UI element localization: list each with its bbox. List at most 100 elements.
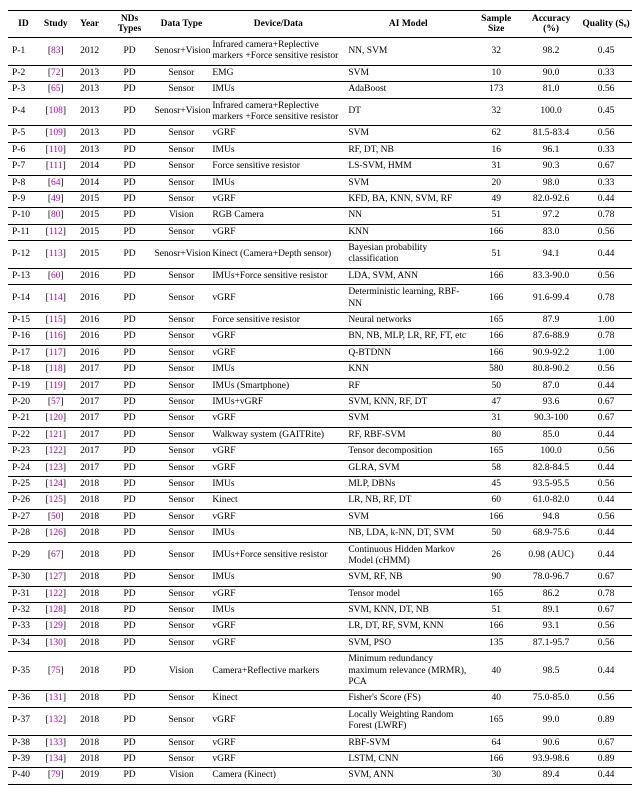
cell-sample: 26 (470, 542, 522, 570)
study-ref-link[interactable]: 113 (49, 249, 63, 259)
study-ref-link[interactable]: 50 (51, 512, 61, 522)
study-ref-link[interactable]: 72 (51, 68, 61, 78)
study-ref-link[interactable]: 60 (51, 271, 61, 281)
cell-aimodel: LR, DT, RF, SVM, KNN (346, 619, 470, 635)
cell-nds: PD (107, 362, 153, 378)
cell-device: EMG (210, 65, 346, 81)
cell-nds: PD (107, 159, 153, 175)
study-ref-link[interactable]: 118 (49, 364, 63, 374)
cell-device: IMUs (210, 476, 346, 492)
study-ref-link[interactable]: 120 (49, 413, 63, 423)
cell-device: vGRF (210, 444, 346, 460)
cell-aimodel: Minimum redundancy maximum relevance (MR… (346, 652, 470, 691)
study-ref-link[interactable]: 110 (49, 145, 63, 155)
cell-sample: 166 (470, 345, 522, 361)
study-ref-link[interactable]: 108 (49, 106, 63, 116)
cell-study: [111] (39, 159, 73, 175)
cell-acc: 75.0-85.0 (522, 691, 580, 707)
study-ref-link[interactable]: 131 (49, 693, 63, 703)
study-ref-link[interactable]: 79 (51, 770, 61, 780)
study-ref-link[interactable]: 67 (51, 550, 61, 560)
cell-device: IMUs (210, 142, 346, 158)
cell-sample: 60 (470, 493, 522, 509)
cell-acc: 87.9 (522, 313, 580, 329)
cell-aimodel: LDA, SVM, ANN (346, 268, 470, 284)
cell-datatype: Sensor (152, 619, 210, 635)
cell-study: [132] (39, 707, 73, 735)
study-ref-link[interactable]: 134 (49, 754, 63, 764)
cell-nds: PD (107, 224, 153, 240)
study-ref-link[interactable]: 132 (49, 715, 63, 725)
cell-quality: 0.56 (580, 82, 632, 98)
study-ref-link[interactable]: 125 (49, 495, 63, 505)
cell-device: Kinect (Camera+Depth sensor) (210, 241, 346, 269)
cell-year: 2016 (73, 268, 107, 284)
study-ref-link[interactable]: 83 (51, 46, 61, 56)
cell-id: P-11 (8, 224, 39, 240)
study-ref-link[interactable]: 116 (49, 331, 63, 341)
study-ref-link[interactable]: 75 (51, 666, 61, 676)
study-ref-link[interactable]: 64 (51, 178, 61, 188)
study-ref-link[interactable]: 119 (49, 381, 63, 391)
cell-sample: 31 (470, 159, 522, 175)
study-ref-link[interactable]: 80 (51, 210, 61, 220)
cell-datatype: Sensor (152, 175, 210, 191)
study-ref-link[interactable]: 122 (49, 589, 63, 599)
study-ref-link[interactable]: 109 (49, 128, 63, 138)
study-ref-link[interactable]: 121 (49, 430, 63, 440)
cell-id: P-23 (8, 444, 39, 460)
study-ref-link[interactable]: 130 (49, 638, 63, 648)
cell-study: [57] (39, 394, 73, 410)
study-ref-link[interactable]: 123 (49, 463, 63, 473)
cell-study: [134] (39, 751, 73, 767)
cell-datatype: Sensor (152, 159, 210, 175)
cell-device: vGRF (210, 586, 346, 602)
study-ref-link[interactable]: 133 (49, 738, 63, 748)
study-ref-link[interactable]: 127 (49, 572, 63, 582)
study-ref-link[interactable]: 126 (49, 528, 63, 538)
cell-device: vGRF (210, 619, 346, 635)
cell-device: vGRF (210, 126, 346, 142)
study-ref-link[interactable]: 114 (49, 293, 63, 303)
study-ref-link[interactable]: 124 (49, 479, 63, 489)
cell-study: [127] (39, 570, 73, 586)
cell-sample: 50 (470, 378, 522, 394)
study-ref-link[interactable]: 49 (51, 194, 61, 204)
cell-study: [50] (39, 509, 73, 525)
cell-acc: 94.8 (522, 509, 580, 525)
cell-study: [124] (39, 476, 73, 492)
cell-nds: PD (107, 768, 153, 784)
cell-quality: 0.67 (580, 411, 632, 427)
cell-datatype: Sensor (152, 329, 210, 345)
cell-id: P-7 (8, 159, 39, 175)
cell-study: [121] (39, 427, 73, 443)
cell-datatype: Sensor (152, 603, 210, 619)
cell-acc: 93.9-98.6 (522, 751, 580, 767)
cell-id: P-17 (8, 345, 39, 361)
cell-year: 2015 (73, 191, 107, 207)
cell-aimodel: SVM (346, 175, 470, 191)
study-ref-link[interactable]: 122 (49, 446, 63, 456)
cell-id: P-12 (8, 241, 39, 269)
cell-id: P-9 (8, 191, 39, 207)
cell-acc: 94.1 (522, 241, 580, 269)
cell-nds: PD (107, 82, 153, 98)
study-ref-link[interactable]: 112 (49, 227, 63, 237)
cell-aimodel: SVM, KNN, DT, NB (346, 603, 470, 619)
study-ref-link[interactable]: 128 (49, 605, 63, 615)
cell-acc: 93.1 (522, 619, 580, 635)
cell-study: [116] (39, 329, 73, 345)
cell-sample: 40 (470, 691, 522, 707)
study-ref-link[interactable]: 111 (49, 161, 63, 171)
study-ref-link[interactable]: 117 (49, 348, 63, 358)
cell-id: P-39 (8, 751, 39, 767)
cell-quality: 0.67 (580, 394, 632, 410)
cell-acc: 90.3-100 (522, 411, 580, 427)
cell-sample: 166 (470, 224, 522, 240)
study-ref-link[interactable]: 129 (49, 621, 63, 631)
study-ref-link[interactable]: 65 (51, 84, 61, 94)
study-ref-link[interactable]: 115 (49, 315, 63, 325)
study-ref-link[interactable]: 57 (51, 397, 61, 407)
cell-acc: 83.3-90.0 (522, 268, 580, 284)
cell-device: vGRF (210, 635, 346, 651)
